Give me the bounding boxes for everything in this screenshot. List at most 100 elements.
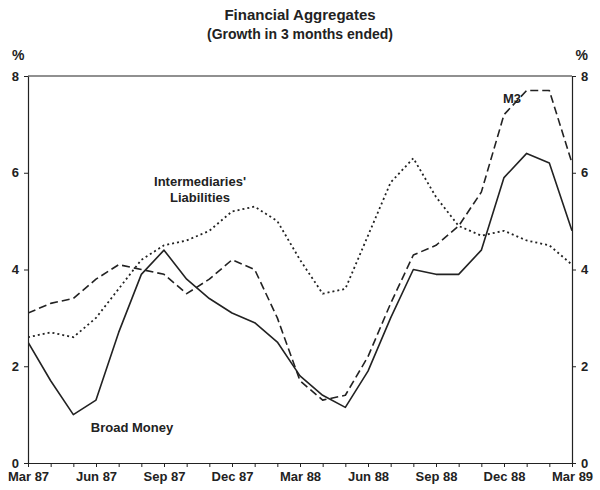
- tick-mark: [436, 463, 437, 467]
- tick: [51, 463, 52, 467]
- tick-mark: [24, 463, 28, 464]
- tick: Dec 88: [484, 463, 526, 484]
- tick-mark: [187, 463, 188, 467]
- tick-label: Jun 87: [76, 469, 117, 484]
- tick-label: 6: [581, 165, 588, 180]
- tick-mark: [323, 463, 324, 467]
- tick-label: 2: [12, 359, 19, 374]
- tick-label: Mar 88: [280, 469, 321, 484]
- tick-label: Sep 87: [144, 469, 186, 484]
- tick: 6: [572, 165, 588, 180]
- tick-mark: [572, 173, 576, 174]
- line-series: [28, 91, 572, 401]
- tick: Sep 87: [144, 463, 186, 484]
- frame: [28, 75, 572, 76]
- tick: [481, 463, 482, 467]
- tick-label: Mar 89: [552, 469, 593, 484]
- tick-mark: [51, 463, 52, 467]
- chart: Financial Aggregates (Growth in 3 months …: [0, 0, 600, 490]
- tick-mark: [300, 463, 301, 467]
- tick-label: Sep 88: [416, 469, 458, 484]
- tick-mark: [459, 463, 460, 467]
- tick-mark: [504, 463, 505, 467]
- tick-mark: [368, 463, 369, 467]
- tick-mark: [572, 270, 576, 271]
- tick-mark: [549, 463, 550, 467]
- tick-mark: [345, 463, 346, 467]
- subtitle: (Growth in 3 months ended): [207, 26, 393, 42]
- series-label: Intermediaries'Liabilities: [154, 174, 246, 205]
- tick-mark: [481, 463, 482, 467]
- tick: 8: [12, 69, 28, 84]
- tick: Sep 88: [416, 463, 458, 484]
- tick: [345, 463, 346, 467]
- y-axis-label-left: %: [12, 47, 25, 63]
- tick: [527, 463, 528, 467]
- tick-label: 4: [12, 262, 20, 277]
- tick-mark: [572, 366, 576, 367]
- tick: 2: [572, 359, 588, 374]
- tick: [73, 463, 74, 467]
- tick-label: Mar 87: [8, 469, 49, 484]
- tick-label: Dec 87: [212, 469, 254, 484]
- tick: [549, 463, 550, 467]
- tick-mark: [572, 463, 573, 467]
- tick-mark: [24, 270, 28, 271]
- tick: [277, 463, 278, 467]
- tick-mark: [209, 463, 210, 467]
- tick: [141, 463, 142, 467]
- tick-mark: [413, 463, 414, 467]
- tick: Mar 88: [280, 463, 321, 484]
- series-label: Broad Money: [91, 420, 174, 435]
- tick-label: 8: [12, 69, 19, 84]
- tick-mark: [24, 173, 28, 174]
- tick: 4: [12, 262, 28, 277]
- tick-mark: [255, 463, 256, 467]
- tick: 6: [12, 165, 28, 180]
- tick-mark: [527, 463, 528, 467]
- tick-mark: [164, 463, 165, 467]
- tick-label: Dec 88: [484, 469, 526, 484]
- tick: [209, 463, 210, 467]
- tick-mark: [232, 463, 233, 467]
- y-axis-label-right: %: [576, 47, 589, 63]
- series-label: M3: [503, 91, 521, 106]
- x-axis: Mar 87 Jun 87 Sep 87 Dec 87 Mar 88 Jun 88 Sep …: [8, 463, 593, 484]
- axis-line: [28, 77, 29, 464]
- tick-mark: [391, 463, 392, 467]
- tick-mark: [24, 366, 28, 367]
- tick-mark: [28, 463, 29, 467]
- tick-mark: [572, 76, 576, 77]
- tick-mark: [24, 76, 28, 77]
- tick-label: 6: [12, 165, 19, 180]
- tick-mark: [141, 463, 142, 467]
- tick-mark: [96, 463, 97, 467]
- tick: Mar 89: [552, 463, 593, 484]
- tick: Mar 87: [8, 463, 49, 484]
- tick: 4: [572, 262, 589, 277]
- tick-label: 4: [581, 262, 589, 277]
- line-series: [28, 153, 572, 414]
- y-axis-right: 02468: [572, 69, 589, 471]
- tick: [187, 463, 188, 467]
- tick: [391, 463, 392, 467]
- tick: [413, 463, 414, 467]
- y-axis-left: 02468: [12, 69, 29, 471]
- tick: [119, 463, 120, 467]
- tick: Jun 88: [348, 463, 389, 484]
- tick: Jun 87: [76, 463, 117, 484]
- tick: 8: [572, 69, 588, 84]
- line-series: [28, 158, 572, 337]
- tick-mark: [73, 463, 74, 467]
- tick-label: 8: [581, 69, 588, 84]
- tick-mark: [277, 463, 278, 467]
- tick: [255, 463, 256, 467]
- title: Financial Aggregates: [224, 6, 375, 23]
- tick-label: Jun 88: [348, 469, 389, 484]
- tick: 2: [12, 359, 28, 374]
- plot-area: [28, 91, 572, 415]
- tick: [459, 463, 460, 467]
- tick-mark: [119, 463, 120, 467]
- tick: Dec 87: [212, 463, 254, 484]
- tick-label: 2: [581, 359, 588, 374]
